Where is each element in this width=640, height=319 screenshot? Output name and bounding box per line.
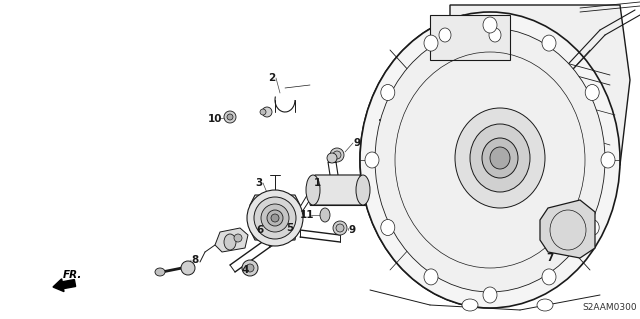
Ellipse shape <box>227 114 233 120</box>
Ellipse shape <box>482 138 518 178</box>
Ellipse shape <box>365 152 379 168</box>
Ellipse shape <box>489 28 501 42</box>
Polygon shape <box>215 228 248 252</box>
Ellipse shape <box>381 85 395 100</box>
Ellipse shape <box>542 269 556 285</box>
Ellipse shape <box>490 147 510 169</box>
Ellipse shape <box>234 234 242 242</box>
Text: 3: 3 <box>255 178 262 188</box>
Text: 5: 5 <box>286 223 294 233</box>
Ellipse shape <box>155 268 165 276</box>
Ellipse shape <box>333 221 347 235</box>
Ellipse shape <box>181 261 195 275</box>
Ellipse shape <box>247 190 303 246</box>
Ellipse shape <box>242 260 258 276</box>
Ellipse shape <box>260 109 266 115</box>
Polygon shape <box>430 15 510 60</box>
Ellipse shape <box>356 175 370 205</box>
Ellipse shape <box>424 35 438 51</box>
Text: 6: 6 <box>257 225 264 235</box>
Text: 7: 7 <box>547 253 554 263</box>
Text: 4: 4 <box>241 265 249 275</box>
Ellipse shape <box>306 175 320 205</box>
Ellipse shape <box>320 208 330 222</box>
Ellipse shape <box>360 12 620 308</box>
Text: 10: 10 <box>208 114 222 124</box>
Ellipse shape <box>246 264 254 272</box>
Ellipse shape <box>585 219 599 235</box>
Text: 2: 2 <box>268 73 276 83</box>
Polygon shape <box>450 5 630 190</box>
Ellipse shape <box>483 17 497 33</box>
Text: 9: 9 <box>353 138 360 148</box>
Ellipse shape <box>224 234 236 250</box>
Polygon shape <box>250 195 300 240</box>
Ellipse shape <box>333 151 341 159</box>
Ellipse shape <box>585 85 599 100</box>
Ellipse shape <box>462 299 478 311</box>
Text: 9: 9 <box>348 225 356 235</box>
Ellipse shape <box>381 219 395 235</box>
Text: 11: 11 <box>300 210 314 220</box>
Text: 8: 8 <box>191 255 198 265</box>
Ellipse shape <box>455 108 545 208</box>
Ellipse shape <box>601 152 615 168</box>
Ellipse shape <box>537 299 553 311</box>
Text: 1: 1 <box>314 178 321 188</box>
Polygon shape <box>310 175 365 205</box>
Ellipse shape <box>483 287 497 303</box>
Ellipse shape <box>330 148 344 162</box>
Ellipse shape <box>470 124 530 192</box>
Ellipse shape <box>424 269 438 285</box>
Ellipse shape <box>254 197 296 239</box>
Ellipse shape <box>271 214 279 222</box>
Ellipse shape <box>439 28 451 42</box>
Ellipse shape <box>327 153 337 163</box>
Ellipse shape <box>224 111 236 123</box>
FancyArrow shape <box>53 279 76 292</box>
Ellipse shape <box>375 28 605 292</box>
Polygon shape <box>540 200 595 258</box>
Ellipse shape <box>261 204 289 232</box>
Ellipse shape <box>262 107 272 117</box>
Ellipse shape <box>336 224 344 232</box>
Ellipse shape <box>542 35 556 51</box>
Text: S2AAM0300: S2AAM0300 <box>582 303 637 313</box>
Text: FR.: FR. <box>62 270 82 280</box>
Ellipse shape <box>267 210 283 226</box>
